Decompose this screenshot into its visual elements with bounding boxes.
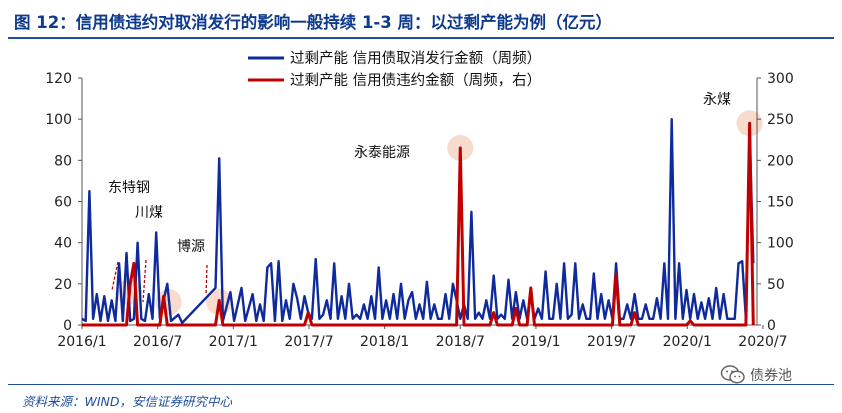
x-tick-label: 2020/1 [663,334,712,350]
chart-title: 图 12：信用债违约对取消发行的影响一般持续 1-3 周：以过剩产能为例（亿元） [14,13,613,32]
y-left-tick-label: 0 [63,318,72,334]
wechat-icon [720,365,745,384]
series-line-cancel-issue [81,117,755,325]
x-tick-label: 2017/7 [284,334,333,350]
y-left-tick-label: 100 [45,112,72,128]
y-right-tick-label: 100 [767,236,794,252]
annotation-leader [205,264,208,296]
y-right-tick-label: 200 [767,153,794,169]
annotation-label: 东特钢 [108,180,150,196]
y-left-tick-label: 20 [54,277,72,293]
chart-container: 0 20 40 60 80 100 120 0 50 100 150 200 250 300 2016/1 2… [0,40,842,370]
x-tick-label: 2017/1 [209,334,258,350]
y-left-tick-label: 120 [45,71,72,87]
x-tick-label: 2019/7 [587,334,636,350]
x-tick-label: 2018/7 [436,334,485,350]
watermark-text: 债券池 [750,368,792,384]
source-divider [8,384,834,385]
y-right-tick-label: 300 [767,71,794,87]
annotation-label: 博源 [177,238,205,255]
y-left-tick-label: 60 [54,195,72,211]
x-tick-label: 2016/1 [57,334,106,350]
title-bar: 图 12：信用债违约对取消发行的影响一般持续 1-3 周：以过剩产能为例（亿元） [0,0,842,39]
x-tick-label: 2018/1 [360,334,409,350]
y-right-tick-label: 150 [767,195,794,211]
source-note: 资料来源：WIND，安信证券研究中心 [22,394,233,409]
title-divider [8,37,834,39]
watermark: 债券池 [720,362,792,388]
legend-label: 过剩产能 信用债违约金额（周频，右） [290,72,541,89]
annotation-label: 永煤 [703,92,731,108]
series-line-default [82,121,755,327]
x-tick-label: 2016/7 [133,334,182,350]
y-right-tick-label: 0 [767,318,776,334]
annotation-leader [142,259,147,303]
y-right-tick-label: 250 [767,112,794,128]
chart-svg: 0 20 40 60 80 100 120 0 50 100 150 200 250 300 2016/1 2… [45,50,794,350]
annotation-label: 永泰能源 [354,145,410,161]
y-left-tick-label: 40 [54,236,72,252]
x-tick-label: 2019/1 [511,334,560,350]
x-tick-label: 2020/7 [738,334,787,350]
y-right-tick-label: 50 [767,277,785,293]
y-left-tick-label: 80 [54,153,72,169]
annotation-label: 川煤 [135,205,163,221]
legend-label: 过剩产能 信用债取消发行金额（周频） [290,50,541,67]
